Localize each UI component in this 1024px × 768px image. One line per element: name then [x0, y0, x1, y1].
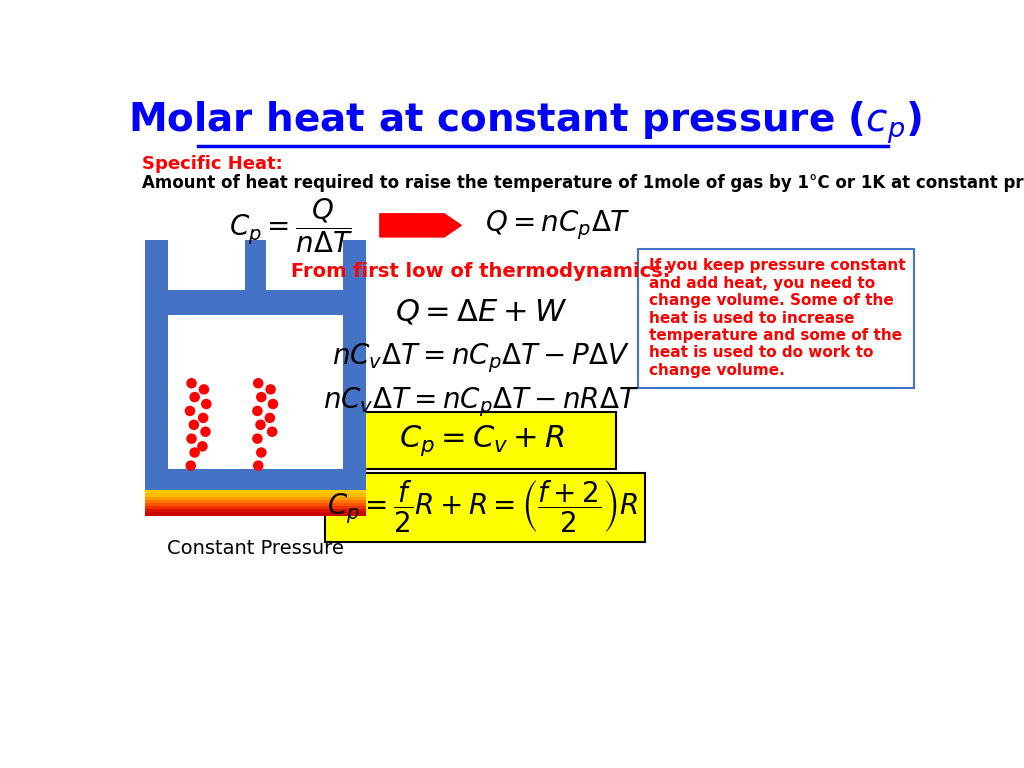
Circle shape: [198, 412, 209, 423]
Circle shape: [199, 384, 209, 395]
Circle shape: [186, 378, 197, 389]
Circle shape: [253, 378, 263, 389]
Circle shape: [267, 426, 278, 437]
Bar: [145, 496, 366, 500]
Circle shape: [185, 460, 196, 471]
FancyArrow shape: [380, 214, 461, 237]
Circle shape: [186, 433, 197, 444]
Circle shape: [256, 392, 266, 402]
Bar: [145, 506, 366, 509]
Text: $C_p = C_v + R$: $C_p = C_v + R$: [399, 423, 565, 458]
Circle shape: [184, 406, 196, 416]
Text: Constant Pressure: Constant Pressure: [168, 539, 344, 558]
Circle shape: [265, 384, 275, 395]
Circle shape: [198, 441, 208, 452]
Circle shape: [253, 460, 263, 471]
Circle shape: [255, 419, 266, 430]
FancyBboxPatch shape: [325, 472, 645, 542]
Bar: [145, 469, 366, 490]
Circle shape: [189, 447, 200, 458]
Circle shape: [252, 433, 263, 444]
Circle shape: [264, 412, 275, 423]
Bar: [145, 499, 366, 503]
Circle shape: [267, 399, 279, 409]
Text: Amount of heat required to raise the temperature of 1mole of gas by 1°C or 1K at: Amount of heat required to raise the tem…: [142, 174, 1024, 192]
Circle shape: [188, 419, 199, 430]
Bar: [145, 512, 366, 515]
Text: $Q = nC_p\Delta T$: $Q = nC_p\Delta T$: [485, 209, 631, 242]
Bar: [343, 240, 366, 490]
Text: $Q = \Delta E + W$: $Q = \Delta E + W$: [394, 298, 566, 327]
Bar: [145, 240, 168, 490]
Bar: [145, 493, 366, 497]
Bar: [145, 509, 366, 512]
Circle shape: [201, 399, 212, 409]
Bar: [168, 316, 343, 469]
Text: If you keep pressure constant
and add heat, you need to
change volume. Some of t: If you keep pressure constant and add he…: [649, 259, 905, 378]
FancyBboxPatch shape: [348, 412, 616, 468]
Circle shape: [256, 447, 266, 458]
Circle shape: [189, 392, 200, 402]
Text: Specific Heat:: Specific Heat:: [142, 155, 283, 173]
Text: $nC_v\Delta T = nC_p\Delta T - P\Delta V$: $nC_v\Delta T = nC_p\Delta T - P\Delta V…: [332, 342, 630, 376]
Circle shape: [252, 406, 263, 416]
Text: Molar heat at constant pressure ($c_p$): Molar heat at constant pressure ($c_p$): [128, 100, 922, 147]
FancyBboxPatch shape: [638, 250, 913, 388]
Circle shape: [201, 426, 211, 437]
Text: $C_p = \dfrac{Q}{n\Delta T}$: $C_p = \dfrac{Q}{n\Delta T}$: [228, 196, 352, 255]
Text: From first low of thermodynamics:: From first low of thermodynamics:: [291, 262, 671, 281]
Bar: [145, 290, 366, 316]
Bar: [145, 502, 366, 506]
Text: $nC_v\Delta T = nC_p\Delta T - nR\Delta T$: $nC_v\Delta T = nC_p\Delta T - nR\Delta …: [323, 386, 639, 419]
Bar: [246, 240, 265, 290]
Text: $C_p = \dfrac{f}{2}R + R = \left(\dfrac{f+2}{2}\right)R$: $C_p = \dfrac{f}{2}R + R = \left(\dfrac{…: [327, 478, 638, 535]
Bar: [145, 490, 366, 493]
